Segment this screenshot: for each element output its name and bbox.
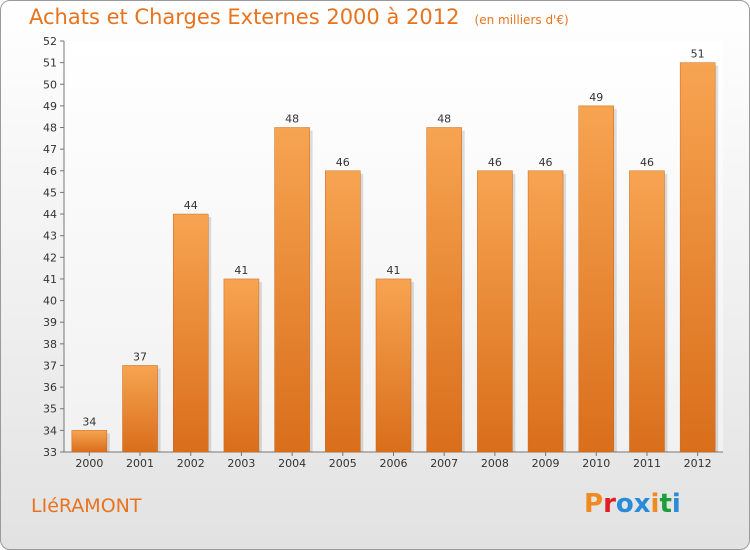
commune-name: LIéRAMONT — [31, 495, 142, 517]
data-label: 49 — [589, 91, 603, 104]
bar-2008 — [477, 170, 513, 453]
x-tick-label: 2010 — [582, 457, 610, 470]
bar-2005 — [325, 170, 361, 453]
bar-2001 — [122, 365, 158, 453]
chart-title: Achats et Charges Externes 2000 à 2012 — [29, 5, 460, 29]
x-tick-label: 2002 — [177, 457, 205, 470]
logo-letter: i — [650, 489, 660, 519]
data-label: 41 — [234, 264, 248, 277]
bar-2002 — [172, 213, 209, 453]
data-label: 46 — [488, 156, 502, 169]
chart-subtitle: (en milliers d'€) — [474, 13, 569, 27]
bar-2006 — [375, 278, 412, 453]
logo-letter: t — [659, 489, 672, 519]
bar-2003 — [223, 278, 260, 453]
y-tick-label: 47 — [43, 143, 57, 156]
x-tick-label: 2008 — [481, 457, 509, 470]
x-tick-label: 2009 — [532, 457, 560, 470]
x-tick-label: 2005 — [329, 457, 357, 470]
bar-2011 — [629, 170, 665, 453]
x-tick-label: 2004 — [278, 457, 306, 470]
data-label: 46 — [539, 156, 553, 169]
data-label: 48 — [437, 113, 451, 126]
data-label: 37 — [133, 350, 147, 363]
y-tick-label: 49 — [43, 100, 57, 113]
data-label: 46 — [640, 156, 654, 169]
proxiti-logo: Proxiti — [584, 489, 681, 519]
y-tick-label: 42 — [43, 251, 57, 264]
bar-2007 — [426, 127, 462, 453]
y-tick-label: 35 — [43, 403, 57, 416]
y-tick-label: 50 — [43, 78, 57, 91]
logo-letter: P — [584, 489, 604, 519]
logo-letter: x — [633, 489, 651, 519]
data-label: 41 — [387, 264, 401, 277]
y-tick-label: 34 — [43, 424, 57, 437]
y-tick-label: 48 — [43, 122, 57, 135]
bar-2004 — [274, 127, 310, 453]
bar-2012 — [679, 62, 716, 453]
x-tick-label: 2006 — [380, 457, 408, 470]
x-tick-label: 2000 — [75, 457, 103, 470]
y-tick-label: 33 — [43, 446, 57, 459]
y-tick-label: 39 — [43, 316, 57, 329]
y-tick-label: 46 — [43, 165, 57, 178]
y-tick-label: 52 — [43, 35, 57, 48]
x-tick-label: 2003 — [227, 457, 255, 470]
bar-2010 — [578, 105, 615, 453]
y-tick-label: 51 — [43, 57, 57, 70]
data-label: 48 — [285, 113, 299, 126]
x-tick-label: 2012 — [684, 457, 712, 470]
y-tick-label: 45 — [43, 186, 57, 199]
data-label: 51 — [691, 48, 705, 61]
logo-letter: i — [671, 489, 681, 519]
x-tick-label: 2001 — [126, 457, 154, 470]
bar-2009 — [527, 170, 564, 453]
y-tick-label: 37 — [43, 359, 57, 372]
bar-2000 — [71, 430, 108, 453]
y-tick-label: 41 — [43, 273, 57, 286]
logo-letter: o — [615, 489, 634, 519]
y-tick-label: 44 — [43, 208, 57, 221]
data-label: 44 — [184, 199, 198, 212]
logo-letter: r — [603, 489, 616, 519]
title-block: Achats et Charges Externes 2000 à 2012 (… — [29, 5, 569, 29]
y-tick-label: 36 — [43, 381, 57, 394]
y-tick-label: 43 — [43, 230, 57, 243]
x-tick-label: 2011 — [633, 457, 661, 470]
x-tick-label: 2007 — [430, 457, 458, 470]
data-label: 34 — [82, 415, 96, 428]
data-label: 46 — [336, 156, 350, 169]
y-tick-label: 40 — [43, 295, 57, 308]
y-tick-label: 38 — [43, 338, 57, 351]
